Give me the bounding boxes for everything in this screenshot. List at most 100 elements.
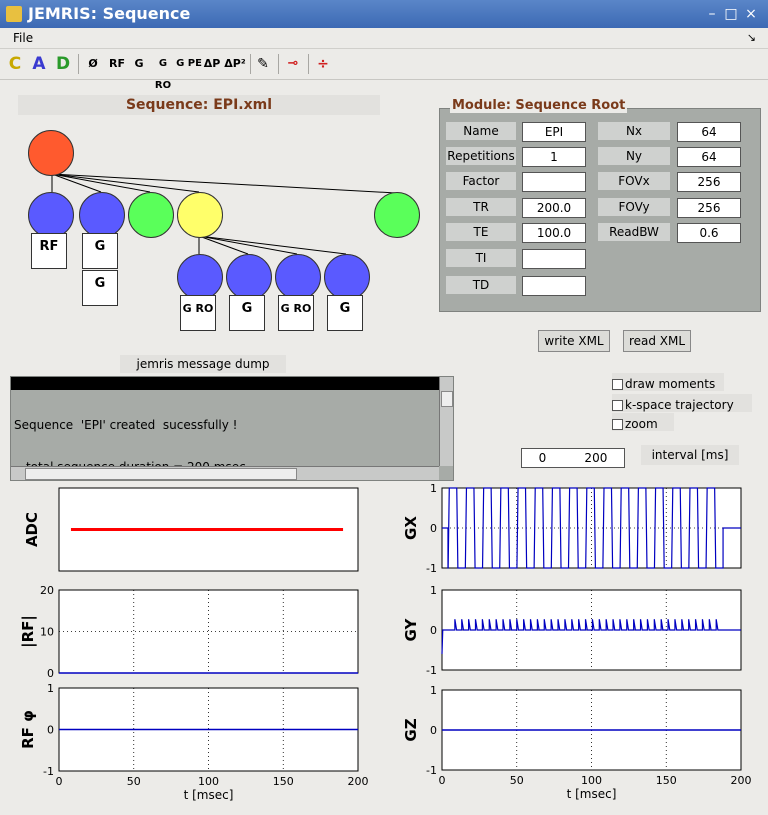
kspace-trajectory-checkbox[interactable]: k-space trajectory [612,394,752,412]
param-field-ny[interactable]: 64 [677,147,741,167]
tree-node-delay-1[interactable] [128,192,174,238]
eraser-icon[interactable]: ✎ [257,56,269,72]
toolbar-separator [278,54,279,74]
tree-node-blip-2[interactable] [324,254,370,300]
x-tick-label: 0 [56,775,63,788]
dump-horizontal-scrollbar[interactable] [11,466,439,480]
dock-icon[interactable]: ↘ [746,31,756,44]
window-title: JEMRIS: Sequence [28,4,191,23]
phase-encode-gradient-tool[interactable]: G PE [176,58,202,69]
draw-moments-label: draw moments [625,377,716,391]
close-button[interactable]: × [745,6,757,22]
checkbox-box[interactable] [612,400,623,411]
concat-sequence-tool[interactable]: C [8,54,22,74]
param-label-repetitions: Repetitions [446,147,516,165]
zoom-checkbox[interactable]: zoom [612,413,674,431]
y-tick-label: -1 [43,765,54,778]
zoom-label: zoom [625,417,658,431]
x-tick-label: 200 [731,774,752,787]
x-tick-label: 100 [581,774,602,787]
readout-gradient-tool[interactable]: G RO [154,58,172,91]
tree-node-root[interactable] [28,130,74,176]
y-tick-label: 0 [430,724,437,737]
param-field-name[interactable]: EPI [522,122,586,142]
y-axis-label-ADC: ADC [23,512,41,547]
checkbox-box[interactable] [612,419,623,430]
dump-vertical-scrollbar[interactable] [439,377,453,466]
param-label-factor: Factor [446,172,516,190]
phase-gradient-box[interactable]: G [229,295,265,331]
dump-hscroll-thumb[interactable] [25,468,297,480]
delta-p-tool[interactable]: ΔP [203,57,221,70]
y-tick-label: 1 [430,584,437,597]
maximize-button[interactable]: □ [724,6,738,22]
y-axis-label-GZ: GZ [402,718,420,741]
param-field-nx[interactable]: 64 [677,122,741,142]
y-axis-label-RF: |RF| [19,615,38,648]
tree-node-delay-2[interactable] [374,192,420,238]
tree-node-grad-atom[interactable] [79,192,125,238]
tree-node-readout-2[interactable] [275,254,321,300]
y-tick-label: 0 [430,624,437,637]
phase-gradient-box-2[interactable]: G [327,295,363,331]
menu-bar: File ↘ [0,28,768,49]
param-field-td[interactable] [522,276,586,296]
sequence-title: Sequence: EPI.xml [18,95,380,115]
readout-gradient-box[interactable]: G RO [180,295,216,331]
readout-gradient-box-2[interactable]: G RO [278,295,314,331]
rf-pulse-tool[interactable]: RF [109,57,125,70]
menu-file[interactable]: File [13,31,34,45]
toolbar-separator [78,54,79,74]
atom-sequence-tool[interactable]: A [32,54,46,74]
y-tick-label: 1 [47,682,54,695]
y-tick-label: 1 [430,684,437,697]
param-label-name: Name [446,122,516,140]
param-field-fovy[interactable]: 256 [677,198,741,218]
param-label-tr: TR [446,198,516,216]
param-field-repetitions[interactable]: 1 [522,147,586,167]
delay-atom-tool[interactable]: D [55,54,71,74]
x-tick-label: 150 [656,774,677,787]
delta-p2-tool[interactable]: ΔP² [224,57,246,70]
interval-input[interactable]: 0 200 [521,448,625,468]
series-GY [441,619,741,655]
y-axis-label-RFphi: RF φ [19,710,37,749]
param-field-tr[interactable]: 200.0 [522,198,586,218]
checkbox-box[interactable] [612,379,623,390]
y-axis-label-GY: GY [402,617,420,641]
param-label-td: TD [446,276,516,294]
param-field-ti[interactable] [522,249,586,269]
y-tick-label: 20 [40,584,54,597]
read-xml-button[interactable]: read XML [623,330,691,352]
tree-node-readout-1[interactable] [177,254,223,300]
gradient-pulse-tool[interactable]: G [134,57,144,70]
x-axis-label: t [msec] [567,787,617,801]
split-icon[interactable]: ⊸ [287,56,299,71]
write-xml-button[interactable]: write XML [538,330,610,352]
x-tick-label: 200 [348,775,369,788]
message-dump[interactable]: Sequence 'EPI' created sucessfully ! - t… [10,376,454,481]
param-label-nx: Nx [598,122,670,140]
x-tick-label: 100 [198,775,219,788]
tree-node-loop[interactable] [177,192,223,238]
rf-pulse-box[interactable]: RF [31,233,67,269]
tree-node-blip-1[interactable] [226,254,272,300]
gradient-pulse-box[interactable]: G [82,233,118,269]
tree-node-rf-atom[interactable] [28,192,74,238]
param-field-te[interactable]: 100.0 [522,223,586,243]
param-field-factor[interactable] [522,172,586,192]
dump-scroll-thumb[interactable] [441,391,453,407]
sequence-tree-lines [51,173,397,255]
gradient-pulse-box-2[interactable]: G [82,270,118,306]
param-field-readbw[interactable]: 0.6 [677,223,741,243]
param-field-fovx[interactable]: 256 [677,172,741,192]
y-axis-label-GX: GX [402,516,420,540]
message-dump-label: jemris message dump [120,355,286,373]
y-tick-label: -1 [426,764,437,777]
empty-pulse-tool[interactable]: Ø [88,57,98,70]
draw-moments-checkbox[interactable]: draw moments [612,373,724,391]
toolbar-separator [250,54,251,74]
minimize-button[interactable]: – [708,6,716,22]
divide-icon[interactable]: ÷ [317,56,329,72]
y-tick-label: 0 [430,522,437,535]
